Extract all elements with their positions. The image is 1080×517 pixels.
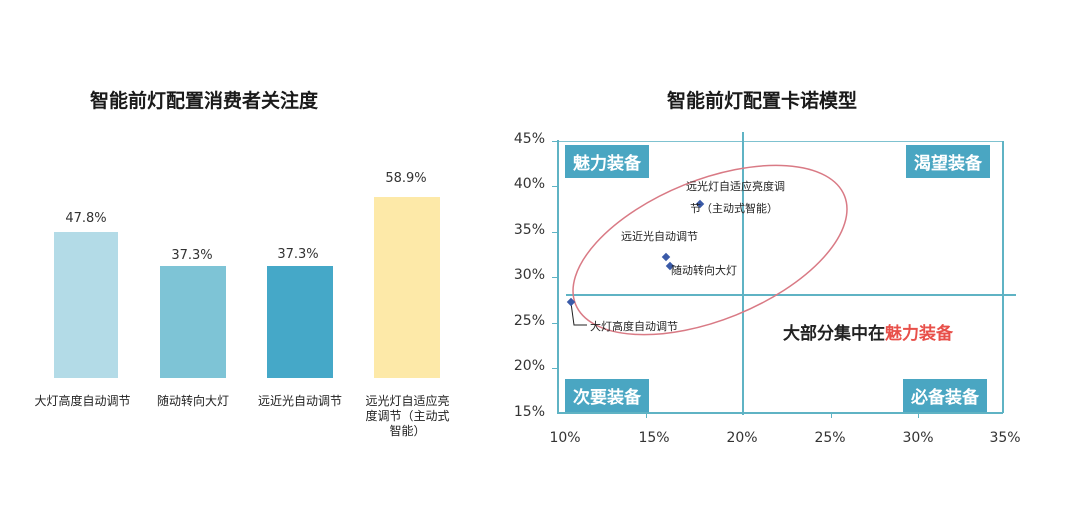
x-tick xyxy=(831,412,832,418)
y-tick-label: 35% xyxy=(513,222,545,238)
y-tick-label: 20% xyxy=(513,358,545,374)
x-tick-label: 15% xyxy=(638,430,670,446)
y-tick xyxy=(552,232,558,233)
annotation: 大部分集中在魅力装备 xyxy=(783,319,953,344)
y-tick xyxy=(552,186,558,187)
bar-chart-title: 智能前灯配置消费者关注度 xyxy=(90,90,319,112)
category-label: 大灯高度自动调节 xyxy=(34,394,131,408)
bar-adaptive-high-beam xyxy=(374,197,440,378)
point-label: 远光灯自适应亮度调 xyxy=(686,180,785,193)
y-tick-label: 15% xyxy=(513,404,545,420)
x-tick-label: 25% xyxy=(814,430,846,446)
category-label-line: 远光灯自适应亮 xyxy=(365,394,450,408)
cluster-ellipse xyxy=(572,164,848,336)
bar-value-label: 37.3% xyxy=(171,248,213,263)
kano-chart-title: 智能前灯配置卡诺模型 xyxy=(667,90,858,112)
x-tick-label: 35% xyxy=(989,430,1021,446)
leader-line xyxy=(570,302,587,326)
quadrant-secondary: 次要装备 xyxy=(565,379,649,412)
y-tick-label: 45% xyxy=(513,131,545,147)
bar-auto-high-low-beam xyxy=(267,266,333,378)
category-label: 随动转向大灯 xyxy=(156,394,229,408)
bar-value-label: 58.9% xyxy=(385,171,427,186)
point-label: 随动转向大灯 xyxy=(671,264,737,277)
category-label: 远光灯自适应亮 度调节（主动式 智能） xyxy=(350,394,465,439)
quadrant-attractive: 魅力装备 xyxy=(565,145,649,178)
y-tick xyxy=(552,323,558,324)
point-label: 节（主动式智能） xyxy=(690,202,778,215)
vertical-divider xyxy=(742,132,744,415)
category-label: 远近光自动调节 xyxy=(257,394,342,408)
quadrant-desired: 渴望装备 xyxy=(906,145,990,178)
bar-adaptive-steering xyxy=(160,266,226,378)
category-label-line: 智能） xyxy=(389,424,426,438)
point-label: 远近光自动调节 xyxy=(621,230,698,243)
bar-headlight-height-adjust xyxy=(54,232,118,378)
y-axis xyxy=(557,140,559,413)
quadrant-essential: 必备装备 xyxy=(903,379,987,412)
top-frame xyxy=(557,141,1003,142)
y-tick xyxy=(552,277,558,278)
point-label: 大灯高度自动调节 xyxy=(590,320,678,333)
horizontal-divider xyxy=(566,294,1016,296)
y-tick xyxy=(552,141,558,142)
y-tick-label: 40% xyxy=(513,176,545,192)
x-tick-label: 10% xyxy=(549,430,581,446)
bar-value-label: 37.3% xyxy=(277,247,319,262)
annotation-text: 大部分集中在 xyxy=(783,324,885,344)
x-axis xyxy=(557,412,1003,414)
x-tick-label: 20% xyxy=(726,430,758,446)
annotation-highlight: 魅力装备 xyxy=(885,324,953,344)
bar-value-label: 47.8% xyxy=(65,211,107,226)
right-frame xyxy=(1002,141,1004,413)
x-tick-label: 30% xyxy=(902,430,934,446)
y-tick-label: 25% xyxy=(513,313,545,329)
category-label-line: 度调节（主动式 xyxy=(365,409,450,423)
y-tick xyxy=(552,368,558,369)
x-tick xyxy=(918,412,919,418)
y-tick-label: 30% xyxy=(513,267,545,283)
x-tick xyxy=(646,412,647,418)
